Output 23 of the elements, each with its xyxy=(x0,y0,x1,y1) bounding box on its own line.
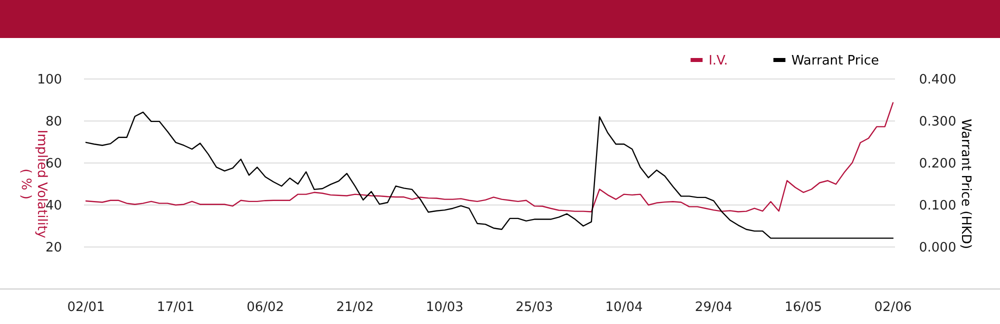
x-tick-label: 10/03 xyxy=(426,300,464,315)
legend-label: I.V. xyxy=(708,54,728,69)
y-tick-label: 80 xyxy=(45,114,62,130)
x-tick-label: 29/04 xyxy=(694,300,732,315)
x-tick-label: 21/02 xyxy=(336,300,374,315)
y-tick-label: 100 xyxy=(37,72,62,88)
x-tick-label: 17/01 xyxy=(156,300,194,315)
y2-tick-label: 0.200 xyxy=(919,156,956,172)
line-series xyxy=(85,102,894,212)
x-tick-label: 25/03 xyxy=(516,300,554,315)
y2-tick-label: 0.000 xyxy=(919,240,956,256)
y-tick-label: 20 xyxy=(45,240,62,256)
legend-label: Warrant Price xyxy=(791,54,880,69)
x-tick-label: 10/04 xyxy=(605,300,643,315)
y2-axis-title: Warrant Price (HKD) xyxy=(958,118,973,250)
x-tick-label: 16/05 xyxy=(784,300,822,315)
x-tick-label: 02/01 xyxy=(67,300,105,315)
y2-tick-label: 0.300 xyxy=(919,114,956,130)
x-tick-label: 06/02 xyxy=(246,300,284,315)
line-series xyxy=(85,112,894,239)
y2-tick-label: 0.400 xyxy=(919,72,956,88)
y2-tick-label: 0.100 xyxy=(919,198,956,214)
x-tick-label: 02/06 xyxy=(874,300,912,315)
